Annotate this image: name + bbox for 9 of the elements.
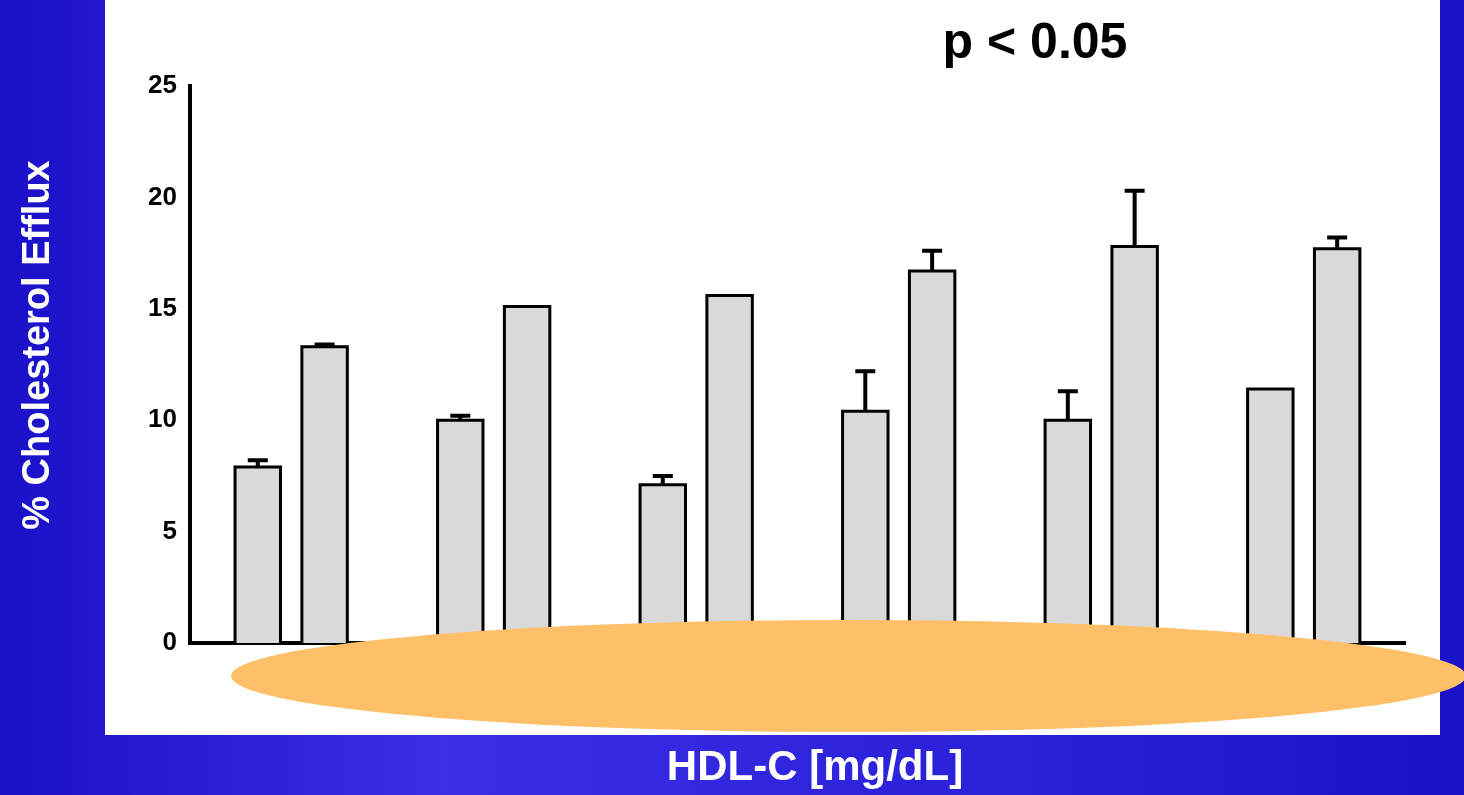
y-tick-label: 20 (148, 180, 177, 211)
y-tick-label: 15 (148, 291, 177, 322)
x-axis-title: HDL-C [mg/dL] (665, 742, 965, 790)
y-tick-label: 10 (148, 403, 177, 434)
y-tick-label: 5 (162, 514, 177, 545)
y-axis-title: % Cholesterol Efflux (14, 160, 58, 530)
chart-title: p < 0.05 (941, 12, 1129, 70)
y-tick-label: 25 (148, 69, 177, 100)
y-tick-label: 0 (162, 626, 177, 657)
